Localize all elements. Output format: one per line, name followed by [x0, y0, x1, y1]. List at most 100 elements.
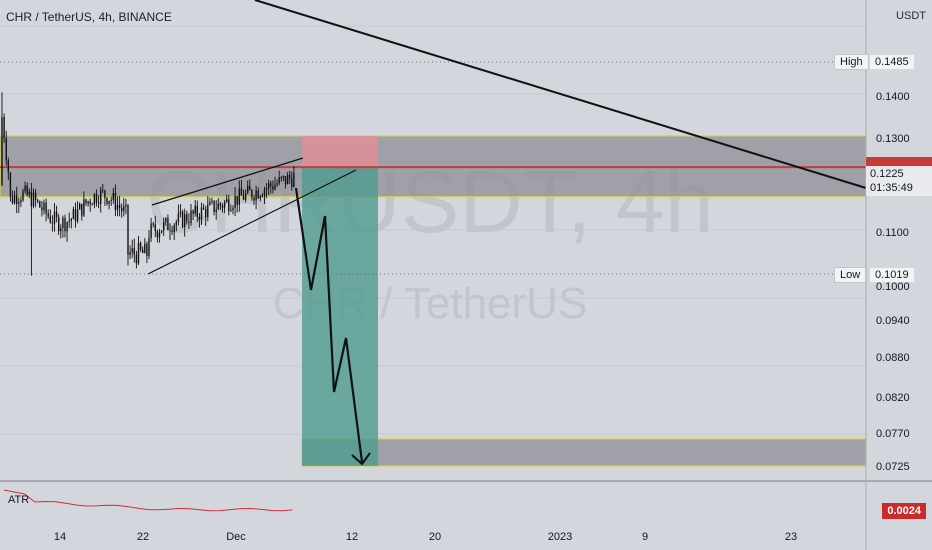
x-tick-label: 20	[429, 531, 441, 543]
candle-body	[186, 214, 188, 222]
candle-body	[137, 243, 140, 264]
y-tick-label: 0.0820	[876, 392, 910, 404]
take-profit-area	[302, 167, 378, 466]
candle-body	[93, 193, 96, 205]
candle-body	[217, 203, 219, 210]
candle-body	[5, 138, 7, 161]
countdown-tag: 01:35:49	[866, 180, 932, 196]
candle-body	[30, 191, 33, 207]
candle-body	[100, 189, 102, 204]
candle-body	[215, 209, 217, 213]
candle-body	[55, 211, 58, 217]
candle-body	[121, 207, 123, 212]
candle-body	[135, 254, 138, 264]
candle-body	[39, 201, 41, 208]
candle-body	[18, 201, 20, 204]
projection-path	[294, 187, 364, 463]
candle-body	[9, 172, 12, 197]
candle-body	[76, 209, 79, 222]
candle-body	[280, 177, 282, 179]
candle-body	[45, 202, 47, 214]
wedge-upper-line	[151, 157, 304, 206]
candle-body	[24, 185, 26, 192]
candle-body	[81, 203, 83, 216]
candle-body	[139, 243, 142, 250]
target-zone	[301, 438, 867, 467]
candle-body	[223, 201, 226, 208]
candle-body	[247, 186, 249, 193]
candle-body	[91, 204, 93, 206]
candle-body	[87, 201, 89, 204]
candle-body	[114, 193, 117, 210]
candle-body	[272, 186, 274, 190]
candle-body	[289, 175, 291, 179]
candle-body	[74, 209, 77, 222]
candle-body	[171, 231, 173, 233]
y-tick-label: 0.1400	[876, 91, 910, 103]
candle-body	[274, 184, 276, 190]
candle-body	[169, 230, 171, 232]
candle-body	[13, 195, 16, 204]
candle-body	[112, 193, 114, 200]
candle-body	[230, 210, 232, 212]
candle-body	[41, 207, 43, 211]
candle-body	[209, 201, 211, 205]
candle-body	[200, 207, 203, 220]
candle-body	[129, 252, 131, 255]
candle-body	[175, 221, 177, 226]
candle-body	[253, 197, 255, 201]
candle-body	[228, 199, 230, 212]
chart-header: CHR / TetherUS, 4h, BINANCE	[6, 10, 172, 24]
y-tick-label: 0.0940	[876, 315, 910, 327]
candle-body	[282, 176, 285, 178]
y-tick-label: 0.1100	[876, 227, 909, 239]
candle-body	[123, 206, 125, 212]
candle-body	[83, 199, 85, 216]
candle-body	[213, 200, 215, 213]
candle-body	[95, 193, 98, 203]
x-tick-label: 23	[785, 531, 797, 543]
candle-body	[79, 203, 81, 210]
candle-body	[106, 197, 108, 204]
candle-body	[125, 204, 127, 207]
candle-body	[211, 200, 213, 202]
candle-body	[32, 192, 35, 207]
candle-body	[127, 204, 129, 255]
candle-body	[146, 243, 148, 256]
candle-body	[198, 216, 201, 220]
candle-body	[179, 211, 182, 214]
candle-body	[293, 173, 295, 187]
candle-body	[219, 203, 222, 206]
candle-body	[291, 178, 293, 187]
low-value: 0.1019	[870, 268, 914, 282]
candle-body	[240, 188, 243, 196]
candle-body	[188, 221, 190, 224]
candle-body	[72, 209, 75, 220]
candle-body	[150, 223, 152, 238]
candle-body	[177, 213, 180, 222]
wedge-lower-line	[147, 169, 357, 275]
candle-body	[60, 227, 62, 232]
candle-body	[66, 222, 68, 232]
candle-body	[47, 213, 49, 217]
candle-body	[202, 207, 205, 210]
x-tick-label: 14	[54, 531, 66, 543]
candle-body	[152, 223, 154, 225]
candle-body	[37, 200, 39, 202]
low-label: Low	[834, 267, 867, 283]
candle-body	[276, 183, 278, 185]
candle-body	[251, 190, 253, 198]
y-tick-label: 0.0880	[876, 352, 910, 364]
candle-body	[194, 205, 196, 214]
y-tick-label: 0.1300	[876, 133, 910, 145]
candle-body	[261, 196, 264, 198]
candle-body	[16, 195, 18, 204]
candle-body	[173, 225, 175, 233]
candle-body	[270, 183, 272, 187]
candle-body	[28, 191, 30, 195]
red-line-price-tag: 0.1238	[866, 157, 932, 168]
candle-body	[263, 189, 266, 197]
atr-label: ATR	[8, 494, 30, 506]
candle-body	[110, 199, 112, 201]
